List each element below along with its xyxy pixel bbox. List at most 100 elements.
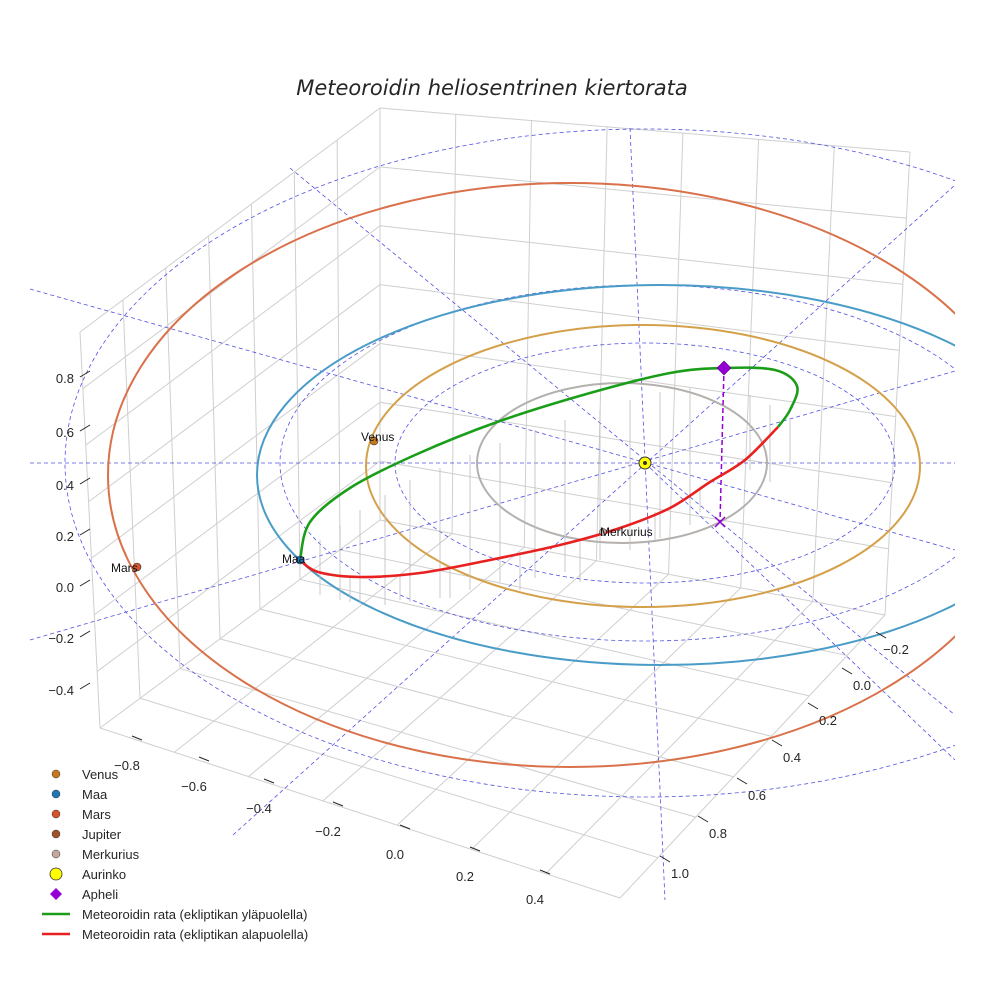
legend-label-6: Apheli xyxy=(82,887,118,902)
grid-line-43 xyxy=(379,460,889,550)
grid-line-32 xyxy=(208,235,221,639)
grid-line-20 xyxy=(293,171,301,580)
z-tick-label-3: 0.2 xyxy=(56,529,74,544)
earth-marker xyxy=(295,555,305,565)
grid-line-0 xyxy=(99,727,621,899)
legend-item-2: Mars xyxy=(51,807,111,822)
grid-line-26 xyxy=(250,203,261,610)
x-tick-mark-2 xyxy=(263,778,275,784)
grid-line-17 xyxy=(523,120,532,548)
ecliptic-ray-4 xyxy=(289,167,955,716)
sun-core xyxy=(643,461,647,465)
grid-line-44 xyxy=(122,299,141,699)
bodies xyxy=(132,360,732,572)
legend-marker-2 xyxy=(51,809,61,819)
label-merkurius: Merkurius xyxy=(600,525,653,539)
ecliptic-ray-5 xyxy=(629,127,666,901)
grid-line-38 xyxy=(165,267,181,669)
grid-line-23 xyxy=(595,126,608,561)
legend-item-4: Merkurius xyxy=(51,847,140,862)
legend: Venus Maa Mars Jupiter Merkurius Aurinko Aphel… xyxy=(42,767,308,942)
z-tick-mark-5 xyxy=(79,424,91,432)
x-tick-label-5: 0.2 xyxy=(456,869,474,884)
legend-item-1: Maa xyxy=(51,787,108,802)
grid-line-12 xyxy=(82,166,381,389)
ecliptic-ray-3 xyxy=(232,184,955,836)
grid-line-18 xyxy=(85,225,381,446)
legend-marker-4 xyxy=(51,849,61,859)
grid-line-42 xyxy=(96,460,381,672)
x-tick-mark-3 xyxy=(332,801,344,807)
grid-line-16 xyxy=(248,546,525,777)
grid-line-3 xyxy=(379,107,911,153)
z-tick-label-1: −0.2 xyxy=(48,631,74,646)
grid-line-7 xyxy=(99,519,381,729)
z-tick-mark-2 xyxy=(79,579,91,587)
grid-line-19 xyxy=(379,225,903,285)
grid-line-37 xyxy=(379,401,893,484)
legend-marker-1 xyxy=(51,789,61,799)
y-tick-mark-6 xyxy=(659,855,671,863)
meteoroid-orbit xyxy=(298,366,799,579)
legend-item-5: Aurinko xyxy=(49,867,126,882)
grid-line-35 xyxy=(740,139,760,588)
x-tick-label-3: −0.2 xyxy=(315,824,341,839)
planet-labels: Venus Maa Mars Merkurius xyxy=(111,430,653,575)
y-tick-label-1: 0.0 xyxy=(853,678,871,693)
legend-label-3: Jupiter xyxy=(82,827,122,842)
grid-line-36 xyxy=(93,401,381,616)
grid-line-29 xyxy=(668,133,684,575)
grid-line-13 xyxy=(379,166,907,219)
y-tick-mark-5 xyxy=(697,815,709,823)
x-tick-label-4: 0.0 xyxy=(386,847,404,862)
ecliptic-ray-6 xyxy=(644,462,955,761)
orbit-mars xyxy=(107,182,955,768)
aphelion-marker xyxy=(716,360,732,376)
y-tick-label-0: −0.2 xyxy=(883,642,909,657)
grid-line-39 xyxy=(339,549,848,656)
legend-label-7: Meteoroidin rata (ekliptikan yläpuolella… xyxy=(82,907,307,922)
grid-line-40 xyxy=(545,601,814,875)
label-mars: Mars xyxy=(111,561,138,575)
z-tick-mark-4 xyxy=(79,477,91,485)
y-tick-mark-2 xyxy=(807,702,819,710)
legend-item-8: Meteoroidin rata (ekliptikan alapuolella… xyxy=(42,927,308,942)
grid-line-11 xyxy=(451,114,457,534)
grid-line-5 xyxy=(79,331,101,729)
legend-label-1: Maa xyxy=(82,787,108,802)
z-tick-mark-0 xyxy=(79,682,91,690)
legend-label-4: Merkurius xyxy=(82,847,140,862)
z-tick-label-4: 0.4 xyxy=(56,478,74,493)
y-tick-mark-0 xyxy=(875,631,887,639)
y-tick-mark-3 xyxy=(771,739,783,747)
aphelion-drop-line xyxy=(719,367,725,523)
legend-label-2: Mars xyxy=(82,807,111,822)
meteoroid-drop-lines xyxy=(319,367,791,605)
grid-line-25 xyxy=(379,284,900,351)
grid-line-8 xyxy=(379,519,886,616)
x-tick-mark-5 xyxy=(469,846,481,852)
grid-line-30 xyxy=(91,343,381,559)
orbit-maa xyxy=(256,284,955,666)
grid-line-21 xyxy=(219,638,734,778)
aphelion-projection-marker xyxy=(714,516,726,528)
x-tick-label-2: −0.4 xyxy=(246,801,272,816)
y-tick-mark-1 xyxy=(841,667,853,675)
legend-item-6: Apheli xyxy=(50,887,118,902)
label-venus: Venus xyxy=(361,430,394,444)
meteoroid-orbit-below-ecliptic xyxy=(299,426,779,579)
axis-grid xyxy=(79,107,911,899)
legend-item-0: Venus xyxy=(51,767,119,782)
venus-marker xyxy=(369,436,379,446)
legend-marker-3 xyxy=(51,829,61,839)
grid-line-4 xyxy=(79,107,381,333)
grid-line-1 xyxy=(619,614,886,899)
z-tick-label-2: 0.0 xyxy=(56,580,74,595)
grid-line-27 xyxy=(259,608,772,737)
grid-line-24 xyxy=(88,284,381,503)
legend-label-8: Meteoroidin rata (ekliptikan alapuolella… xyxy=(82,927,308,942)
mercury-marker xyxy=(599,528,607,536)
x-tick-mark-6 xyxy=(539,869,551,875)
legend-label-5: Aurinko xyxy=(82,867,126,882)
